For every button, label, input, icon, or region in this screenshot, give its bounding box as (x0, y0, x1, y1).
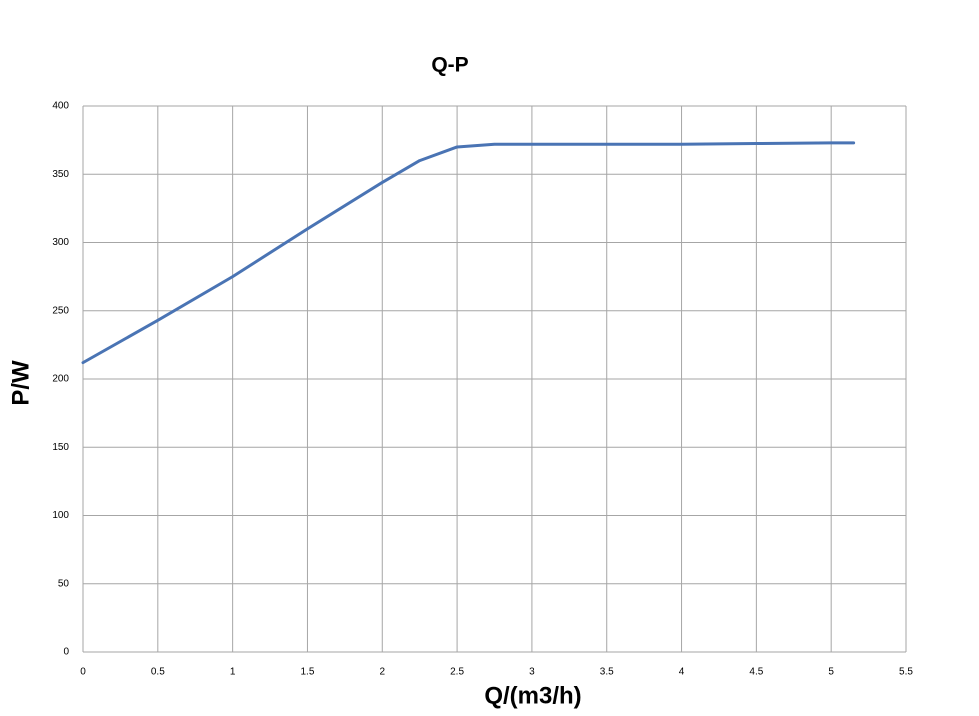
x-tick-label: 3.5 (600, 667, 614, 678)
x-axis-label: Q/(m3/h) (484, 682, 581, 709)
y-tick-label: 400 (52, 101, 69, 112)
x-tick-label: 5 (828, 667, 834, 678)
y-tick-label: 250 (52, 305, 69, 316)
y-axis-label: P/W (7, 360, 34, 406)
y-tick-label: 350 (52, 169, 69, 180)
y-tick-label: 0 (63, 647, 69, 658)
y-tick-label: 50 (58, 578, 70, 589)
x-tick-label: 4.5 (749, 667, 763, 678)
x-tick-label: 2 (379, 667, 385, 678)
x-tick-label: 2.5 (450, 667, 464, 678)
x-tick-label: 5.5 (899, 667, 913, 678)
x-tick-label: 4 (679, 667, 685, 678)
x-tick-label: 3 (529, 667, 535, 678)
y-tick-label: 100 (52, 510, 69, 521)
x-tick-label: 1 (230, 667, 236, 678)
y-tick-label: 200 (52, 374, 69, 385)
x-tick-label: 0.5 (151, 667, 165, 678)
y-tick-label: 300 (52, 237, 69, 248)
data-line (81, 141, 856, 365)
x-tick-label: 0 (80, 667, 86, 678)
chart-title: Q-P (431, 54, 468, 77)
y-tick-label: 150 (52, 442, 69, 453)
x-tick-label: 1.5 (301, 667, 315, 678)
